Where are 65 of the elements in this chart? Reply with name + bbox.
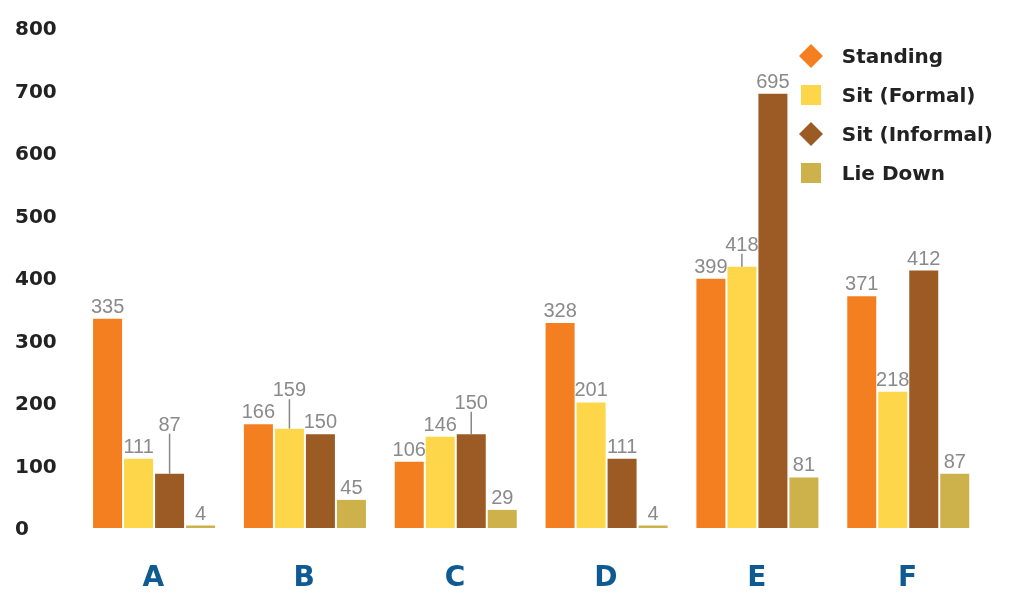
data-label: 328: [543, 299, 577, 321]
y-tick-label: 700: [15, 78, 57, 103]
bar: [847, 296, 877, 528]
y-tick-label: 600: [15, 141, 57, 166]
bar: [576, 402, 606, 528]
y-tick-label: 200: [15, 391, 57, 416]
legend-label: Standing: [841, 43, 944, 68]
bar: [545, 323, 575, 528]
x-tick-label: D: [594, 559, 618, 593]
bar: [243, 424, 273, 528]
bar: [487, 509, 517, 528]
bar: [789, 477, 819, 528]
x-tick-label: C: [444, 559, 466, 593]
legend-label: Sit (Informal): [841, 121, 993, 146]
data-label: 111: [606, 434, 638, 457]
bar: [456, 434, 486, 528]
data-label: 111: [123, 434, 154, 457]
data-label: 106: [392, 437, 426, 460]
bar: [940, 473, 970, 528]
data-label: 150: [454, 390, 488, 413]
bar: [305, 434, 335, 528]
data-label: 218: [876, 367, 910, 390]
data-label: 87: [158, 412, 181, 435]
bar: [93, 318, 123, 528]
bar: [909, 270, 939, 528]
x-tick-label: A: [142, 559, 165, 593]
data-label: 87: [943, 449, 966, 472]
data-label: 146: [423, 412, 457, 435]
y-tick-label: 400: [15, 266, 57, 291]
legend-label: Sit (Formal): [841, 82, 976, 107]
bar: [155, 473, 185, 528]
bar: [336, 499, 366, 528]
data-label: 335: [90, 294, 125, 317]
y-tick-label: 500: [15, 203, 57, 228]
y-tick-label: 300: [15, 328, 57, 353]
data-label: 695: [756, 69, 790, 92]
bar: [878, 391, 908, 528]
bar: [758, 93, 788, 528]
data-label: 29: [491, 485, 514, 508]
bar: [124, 458, 154, 528]
data-label: 412: [907, 246, 941, 269]
x-tick-label: F: [898, 559, 918, 593]
bar: [727, 266, 757, 528]
data-label: 4: [195, 501, 207, 524]
data-label: 150: [303, 410, 338, 433]
x-tick-label: B: [293, 559, 315, 593]
bar: [696, 278, 726, 528]
bar: [607, 458, 637, 528]
data-label: 166: [241, 400, 276, 423]
data-label: 371: [845, 272, 879, 295]
bar: [425, 436, 455, 528]
data-label: 81: [792, 453, 816, 476]
data-label: 201: [574, 378, 608, 401]
y-tick-label: 100: [15, 453, 57, 478]
data-label: 399: [694, 254, 728, 277]
x-tick-label: E: [747, 559, 767, 593]
bar: [394, 461, 424, 528]
data-label: 159: [272, 378, 307, 401]
y-tick-label: 800: [15, 16, 57, 41]
data-label: 418: [725, 232, 759, 255]
bar: [274, 428, 304, 528]
data-label: 4: [647, 501, 659, 524]
legend-label: Lie Down: [841, 160, 945, 185]
data-label: 45: [340, 475, 363, 498]
y-tick-label: 0: [15, 516, 29, 541]
